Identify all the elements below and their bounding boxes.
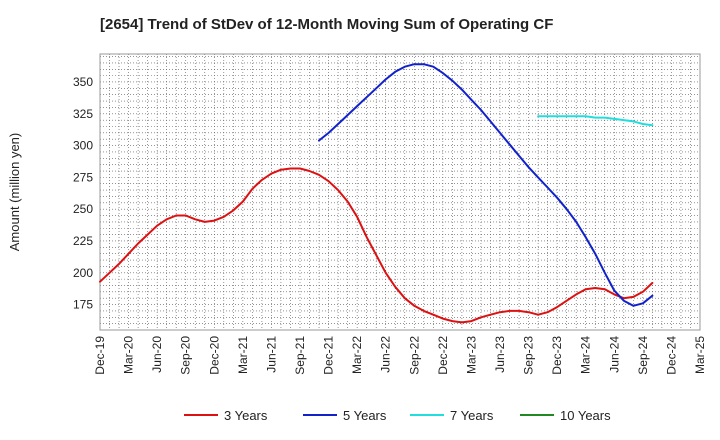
y-tick-label: 175 [73, 298, 93, 312]
y-tick-label: 250 [73, 202, 93, 216]
x-tick-label: Jun-23 [493, 336, 507, 373]
series-line-5-years [318, 63, 654, 307]
x-tick-label: Dec-21 [322, 336, 336, 375]
x-tick-label: Jun-22 [379, 336, 393, 373]
y-tick-label: 325 [73, 107, 93, 121]
y-tick-label: 225 [73, 234, 93, 248]
x-tick-label: Dec-24 [664, 336, 678, 375]
series-line-3-years [99, 167, 654, 324]
x-tick-label: Sep-22 [407, 336, 421, 375]
x-tick-label: Mar-22 [350, 336, 364, 374]
x-tick-label: Mar-23 [464, 336, 478, 374]
x-axis-ticks: Dec-19 Mar-20 Jun-20 Sep-20 Dec-20 Mar-21 Jun-… [93, 336, 707, 375]
x-tick-label: Mar-24 [579, 336, 593, 374]
gridlines [100, 54, 700, 330]
y-axis-ticks: 175 200 225 250 275 300 325 350 [73, 75, 93, 312]
legend: 3 Years 5 Years 7 Years 10 Years [184, 408, 611, 423]
x-tick-label: Dec-20 [207, 336, 221, 375]
y-tick-label: 275 [73, 170, 93, 184]
x-tick-label: Mar-25 [693, 336, 707, 374]
legend-label: 3 Years [224, 408, 268, 423]
x-tick-label: Dec-19 [93, 336, 107, 375]
x-tick-label: Dec-22 [436, 336, 450, 375]
x-tick-label: Jun-21 [264, 336, 278, 373]
y-axis-label: Amount (million yen) [7, 133, 22, 252]
x-tick-label: Sep-21 [293, 336, 307, 375]
x-tick-label: Sep-20 [179, 336, 193, 375]
y-tick-label: 350 [73, 75, 93, 89]
legend-label: 7 Years [450, 408, 494, 423]
plot-area [99, 53, 701, 331]
x-tick-label: Sep-24 [636, 336, 650, 375]
legend-label: 10 Years [560, 408, 611, 423]
x-tick-label: Jun-20 [150, 336, 164, 373]
x-tick-label: Mar-21 [236, 336, 250, 374]
x-tick-label: Mar-20 [122, 336, 136, 374]
y-tick-label: 200 [73, 266, 93, 280]
x-tick-label: Jun-24 [607, 336, 621, 373]
series-line-7-years [537, 115, 654, 127]
legend-label: 5 Years [343, 408, 387, 423]
x-tick-label: Dec-23 [550, 336, 564, 375]
y-tick-label: 300 [73, 139, 93, 153]
x-tick-label: Sep-23 [522, 336, 536, 375]
chart-title: [2654] Trend of StDev of 12-Month Moving… [100, 16, 553, 33]
series-lines [99, 63, 654, 324]
